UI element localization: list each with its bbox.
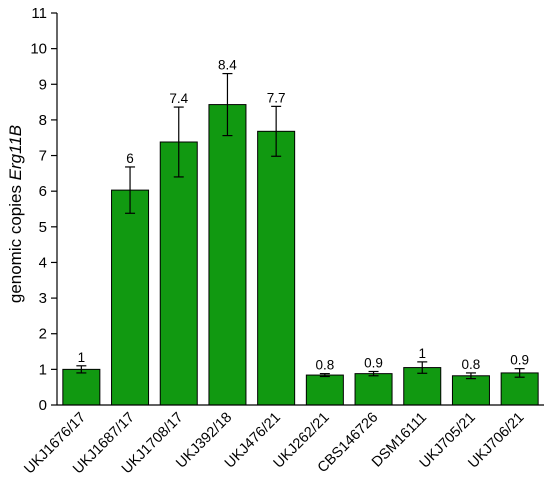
data-label: 8.4 [218, 58, 237, 73]
y-tick-label: 4 [39, 254, 47, 271]
bar [451, 375, 490, 406]
y-tick-label: 5 [39, 219, 47, 236]
y-tick-label: 0 [39, 397, 47, 414]
data-label: 7.4 [169, 91, 188, 106]
bar [159, 141, 198, 406]
y-tick-label: 1 [39, 361, 47, 378]
data-label: 7.7 [267, 90, 286, 105]
bar [257, 130, 296, 406]
data-label: 6 [126, 151, 134, 166]
y-axis-ticks: 0 1 2 3 4 5 6 7 8 9 10 11 [30, 5, 57, 414]
data-label: 1 [418, 346, 426, 361]
error-bars [76, 72, 525, 380]
y-axis-title: genomic copies Erg11B [6, 125, 25, 303]
y-tick-label: 7 [39, 148, 47, 165]
bar [500, 372, 539, 406]
data-label: 0.8 [315, 358, 334, 373]
data-label: 1 [78, 350, 86, 365]
bar [208, 104, 247, 406]
bar [305, 374, 344, 406]
data-label: 0.9 [364, 356, 383, 371]
data-labels: 1 6 7.4 8.4 7.7 0.8 0.9 1 0.8 0.9 [78, 58, 529, 373]
bar [354, 373, 393, 406]
y-tick-label: 3 [39, 290, 47, 307]
y-axis-title-prefix: genomic copies [6, 180, 25, 303]
y-tick-label: 2 [39, 326, 47, 343]
x-axis-labels: UKJ1676/17UKJ1687/17UKJ1708/17UKJ392/18U… [21, 410, 527, 478]
y-tick-label: 6 [39, 183, 47, 200]
bar [62, 368, 101, 406]
y-tick-label: 11 [31, 5, 47, 22]
bars [62, 104, 539, 406]
y-tick-label: 10 [30, 41, 47, 58]
data-label: 0.8 [462, 357, 481, 372]
data-label: 0.9 [510, 353, 529, 368]
y-tick-label: 9 [39, 76, 47, 93]
bar [111, 189, 150, 406]
y-tick-label: 8 [39, 112, 47, 129]
y-axis-title-gene: Erg11B [6, 125, 25, 180]
